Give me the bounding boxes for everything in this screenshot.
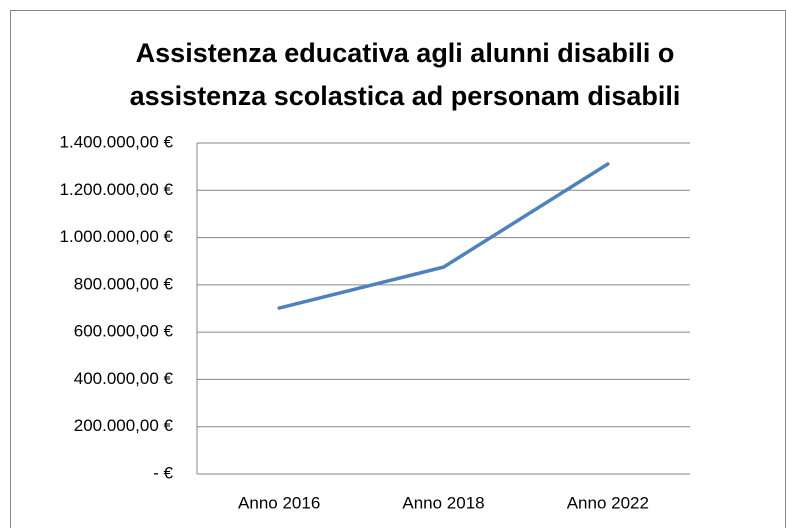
- chart-title: assistenza scolastica ad personam disabi…: [130, 81, 681, 111]
- chart-frame: [10, 10, 786, 528]
- x-tick-label: Anno 2016: [238, 493, 320, 512]
- y-tick-label: 600.000,00 €: [74, 322, 174, 341]
- y-tick-label: 200.000,00 €: [74, 416, 174, 435]
- y-tick-label: 400.000,00 €: [74, 369, 174, 388]
- y-tick-label: - €: [153, 463, 173, 482]
- y-tick-label: 800.000,00 €: [74, 274, 174, 293]
- y-tick-label: 1.400.000,00 €: [60, 132, 174, 151]
- y-tick-label: 1.200.000,00 €: [60, 180, 174, 199]
- x-tick-label: Anno 2018: [402, 493, 484, 512]
- x-tick-label: Anno 2022: [567, 493, 649, 512]
- line-series: [277, 162, 610, 310]
- chart-title: Assistenza educativa agli alunni disabil…: [136, 38, 675, 68]
- y-tick-label: 1.000.000,00 €: [60, 227, 174, 246]
